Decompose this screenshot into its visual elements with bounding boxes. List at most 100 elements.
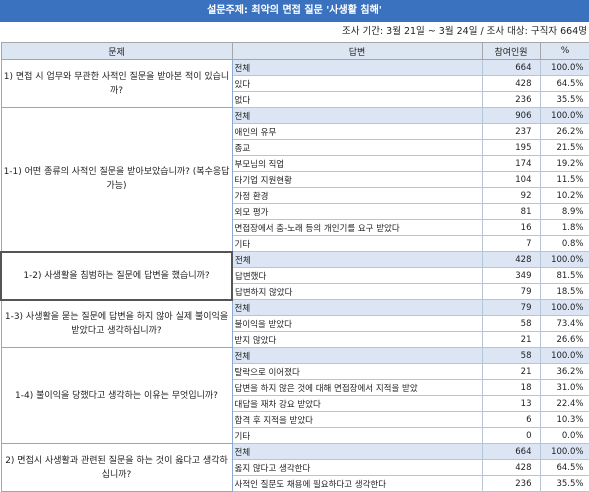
- percent-cell: 19.2%: [539, 155, 589, 172]
- answer-cell: 전체: [231, 251, 483, 268]
- table-row: 2) 면접시 사생활과 관련된 질문을 하는 것이 옳다고 생각하십니까? 전체 6…: [0, 443, 589, 492]
- count-cell: 104: [481, 171, 541, 188]
- percent-cell: 10.3%: [539, 411, 589, 428]
- count-cell: 428: [481, 459, 541, 476]
- table-row: 1-1) 어떤 종류의 사적인 질문을 받아보았습니까? (복수응답 가능) 전체…: [0, 107, 589, 252]
- percent-cell: 100.0%: [539, 251, 589, 268]
- answer-cell: 전체: [231, 59, 483, 76]
- answer-cell: 답변하지 않았다: [231, 283, 483, 300]
- header-row: 문제 답변 참여인원 %: [0, 42, 589, 60]
- question-cell: 1) 면접 시 업무와 무관한 사적인 질문을 받아본 적이 있습니까?: [0, 59, 233, 108]
- answer-cell: 전체: [231, 347, 483, 364]
- count-cell: 58: [481, 315, 541, 332]
- percent-cell: 64.5%: [539, 459, 589, 476]
- table-row: 가정 환경 92 10.2%: [1, 187, 589, 204]
- percent-cell: 81.5%: [539, 267, 589, 284]
- percent-cell: 36.2%: [539, 363, 589, 380]
- percent-cell: 10.2%: [539, 187, 589, 204]
- percent-cell: 64.5%: [539, 75, 589, 92]
- survey-period: 조사 기간: 3월 21일 ~ 3월 24일 / 조사 대상: 구직자 664명: [0, 22, 589, 42]
- count-cell: 664: [481, 59, 541, 76]
- table-row: 대답을 재차 강요 받았다 13 22.4%: [1, 395, 589, 412]
- count-cell: 664: [481, 443, 541, 460]
- percent-cell: 100.0%: [539, 59, 589, 76]
- answer-cell: 외모 평가: [231, 203, 483, 220]
- answer-cell: 불이익을 받았다: [231, 315, 483, 332]
- header-answer: 답변: [231, 42, 483, 60]
- question-cell: 2) 면접시 사생활과 관련된 질문을 하는 것이 옳다고 생각하십니까?: [0, 443, 233, 492]
- percent-cell: 100.0%: [539, 347, 589, 364]
- table-row: 기타 0 0.0%: [1, 427, 589, 444]
- table-row: 외모 평가 81 8.9%: [1, 203, 589, 220]
- table-row: 사적인 질문도 채용에 필요하다고 생각한다 236 35.5%: [1, 475, 589, 492]
- count-cell: 92: [481, 187, 541, 204]
- answer-cell: 부모님의 직업: [231, 155, 483, 172]
- count-cell: 428: [481, 75, 541, 92]
- percent-cell: 100.0%: [539, 299, 589, 316]
- table-row: 탈락으로 이어졌다 21 36.2%: [1, 363, 589, 380]
- percent-cell: 0.8%: [539, 235, 589, 252]
- header-question: 문제: [0, 42, 233, 60]
- answer-cell: 전체: [231, 107, 483, 124]
- answer-cell: 면접장에서 춤-노래 등의 개인기를 요구 받았다: [231, 219, 483, 236]
- survey-title: 설문주제: 최악의 면접 질문 '사생활 침해': [0, 0, 589, 22]
- count-cell: 21: [481, 331, 541, 348]
- answer-cell: 애인의 유무: [231, 123, 483, 140]
- count-cell: 428: [481, 251, 541, 268]
- question-cell: 1-2) 사생활을 침범하는 질문에 답변을 했습니까?: [0, 250, 233, 301]
- answer-cell: 종교: [231, 139, 483, 156]
- survey-body: 1) 면접 시 업무와 무관한 사적인 질문을 받아본 적이 있습니까? 전체 66…: [0, 59, 589, 492]
- answer-cell: 받지 않았다: [231, 331, 483, 348]
- table-row: 기타 7 0.8%: [1, 235, 589, 252]
- table-row: 1-2) 사생활을 침범하는 질문에 답변을 했습니까? 전체 428 100.0%: [0, 250, 589, 301]
- question-cell: 1-3) 사생활을 묻는 질문에 답변을 하지 않아 실제 불이익을 받았다고 …: [0, 299, 233, 348]
- count-cell: 236: [481, 475, 541, 492]
- percent-cell: 21.5%: [539, 139, 589, 156]
- percent-cell: 1.8%: [539, 219, 589, 236]
- table-row: 종교 195 21.5%: [1, 139, 589, 156]
- percent-cell: 100.0%: [539, 443, 589, 460]
- percent-cell: 73.4%: [539, 315, 589, 332]
- answer-cell: 있다: [231, 75, 483, 92]
- header-percent: %: [539, 42, 589, 60]
- count-cell: 237: [481, 123, 541, 140]
- count-cell: 195: [481, 139, 541, 156]
- question-cell: 1-1) 어떤 종류의 사적인 질문을 받아보았습니까? (복수응답 가능): [0, 107, 233, 252]
- survey-period-text: 조사 기간: 3월 21일 ~ 3월 24일 / 조사 대상: 구직자 664명: [341, 26, 587, 37]
- answer-cell: 답변했다: [231, 267, 483, 284]
- answer-cell: 기타: [231, 427, 483, 444]
- answer-cell: 합격 후 지적을 받았다: [231, 411, 483, 428]
- count-cell: 13: [481, 395, 541, 412]
- count-cell: 236: [481, 91, 541, 108]
- count-cell: 79: [481, 283, 541, 300]
- table-row: 1-4) 불이익을 당했다고 생각하는 이유는 무엇입니까? 전체 58 100.0%: [0, 347, 589, 444]
- header-count: 참여인원: [481, 42, 541, 60]
- table-row: 1) 면접 시 업무와 무관한 사적인 질문을 받아본 적이 있습니까? 전체 66…: [0, 59, 589, 108]
- answer-cell: 가정 환경: [231, 187, 483, 204]
- percent-cell: 11.5%: [539, 171, 589, 188]
- survey-table: 문제 답변 참여인원 % 1) 면접 시 업무와 무관한 사적인 질문을 받아본…: [0, 42, 589, 492]
- count-cell: 7: [481, 235, 541, 252]
- percent-cell: 26.6%: [539, 331, 589, 348]
- answer-cell: 없다: [231, 91, 483, 108]
- percent-cell: 31.0%: [539, 379, 589, 396]
- percent-cell: 35.5%: [539, 91, 589, 108]
- table-row: 면접장에서 춤-노래 등의 개인기를 요구 받았다 16 1.8%: [1, 219, 589, 236]
- count-cell: 16: [481, 219, 541, 236]
- table-row: 답변하지 않았다 79 18.5%: [1, 283, 589, 300]
- answer-cell: 탈락으로 이어졌다: [231, 363, 483, 380]
- count-cell: 81: [481, 203, 541, 220]
- answer-cell: 타기업 지원현황: [231, 171, 483, 188]
- percent-cell: 18.5%: [539, 283, 589, 300]
- count-cell: 0: [481, 427, 541, 444]
- percent-cell: 22.4%: [539, 395, 589, 412]
- answer-cell: 답변을 하지 않은 것에 대해 면접장에서 지적을 받았: [231, 379, 483, 396]
- table-row: 1-3) 사생활을 묻는 질문에 답변을 하지 않아 실제 불이익을 받았다고 …: [0, 299, 589, 348]
- percent-cell: 26.2%: [539, 123, 589, 140]
- question-cell: 1-4) 불이익을 당했다고 생각하는 이유는 무엇입니까?: [0, 347, 233, 444]
- answer-cell: 사적인 질문도 채용에 필요하다고 생각한다: [231, 475, 483, 492]
- percent-cell: 8.9%: [539, 203, 589, 220]
- answer-cell: 옳지 않다고 생각한다: [231, 459, 483, 476]
- count-cell: 79: [481, 299, 541, 316]
- percent-cell: 0.0%: [539, 427, 589, 444]
